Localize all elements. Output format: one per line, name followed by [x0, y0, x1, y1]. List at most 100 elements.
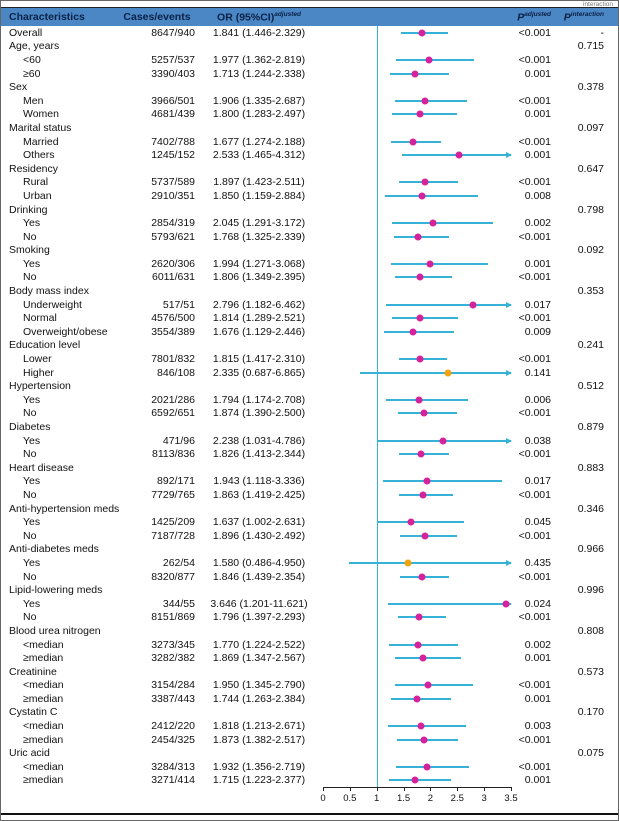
or-marker — [414, 233, 422, 241]
row-or-text: 2.045 (1.291-3.172) — [212, 217, 306, 230]
data-row: Yes 2854/319 2.045 (1.291-3.172) 0.002 — [1, 216, 618, 230]
row-label: Hypertension — [9, 380, 71, 393]
or-marker — [423, 763, 431, 771]
ci-line — [395, 657, 461, 660]
row-cases-events: 3282/382 — [151, 652, 195, 665]
row-p-adjusted: 0.001 — [524, 652, 551, 665]
data-row: Urban 2910/351 1.850 (1.159-2.884) 0.008 — [1, 189, 618, 203]
row-cases-events: 8113/836 — [151, 448, 195, 461]
row-label: No — [23, 529, 37, 542]
data-row: Married 7402/788 1.677 (1.274-2.188) <0.001 — [1, 135, 618, 149]
row-p-interaction: 0.353 — [577, 285, 604, 298]
col-p-adjusted: Padjusted — [511, 11, 553, 24]
ci-arrow-right — [506, 559, 512, 566]
data-row: Higher 846/108 2.335 (0.687-6.865) 0.141 — [1, 366, 618, 380]
row-label: No — [23, 570, 37, 583]
row-p-interaction: 0.798 — [577, 203, 604, 216]
row-p-interaction: 0.883 — [577, 461, 604, 474]
row-cases-events: 7187/728 — [151, 529, 195, 542]
row-label: Diabetes — [9, 421, 51, 434]
row-label: ≥60 — [23, 67, 41, 80]
row-or-text: 3.646 (1.201-11.621) — [210, 597, 308, 610]
x-axis-tick — [457, 787, 459, 792]
data-row: No 8113/836 1.826 (1.413-2.344) <0.001 — [1, 447, 618, 461]
row-or-text: 1.676 (1.129-2.446) — [212, 325, 306, 338]
data-row: Yes 2021/286 1.794 (1.174-2.708) 0.006 — [1, 393, 618, 407]
col-or-ci-superscript: adjusted — [274, 10, 301, 18]
row-cases-events: 8647/940 — [151, 26, 195, 39]
row-plot — [323, 488, 511, 502]
or-marker — [419, 491, 427, 499]
data-row: Overall 8647/940 1.841 (1.446-2.329) <0.001… — [1, 26, 618, 40]
row-plot — [323, 475, 511, 489]
row-or-text: 1.794 (1.174-2.708) — [212, 393, 306, 406]
data-row: Rural 5737/589 1.897 (1.423-2.511) <0.001 — [1, 176, 618, 190]
row-or-text: 1.896 (1.430-2.492) — [212, 529, 306, 542]
row-p-adjusted: 0.038 — [524, 434, 551, 447]
row-plot — [323, 176, 511, 190]
or-marker — [414, 641, 422, 649]
row-or-text: 2.238 (1.031-4.786) — [212, 434, 306, 447]
row-label: Yes — [23, 516, 41, 529]
x-axis-tick — [430, 787, 432, 792]
ci-arrow-right — [506, 152, 512, 159]
row-p-adjusted: <0.001 — [518, 611, 551, 624]
data-row: <median 2412/220 1.818 (1.213-2.671) 0.003 — [1, 719, 618, 733]
x-axis-tick-label: 1 — [374, 793, 380, 805]
row-p-adjusted: 0.002 — [524, 217, 551, 230]
or-marker — [455, 151, 463, 159]
ci-arrow-right — [506, 437, 512, 444]
row-label: <median — [23, 638, 64, 651]
row-cases-events: 6592/651 — [151, 407, 195, 420]
data-row: No 5793/621 1.768 (1.325-2.339) <0.001 — [1, 230, 618, 244]
x-axis-tick — [376, 787, 378, 792]
x-axis-tick-label: 1.5 — [396, 793, 411, 805]
ci-line — [396, 58, 475, 61]
row-cases-events: 1245/152 — [151, 149, 195, 162]
or-marker — [439, 437, 447, 445]
row-label: Body mass index — [9, 285, 89, 298]
forest-rows: Overall 8647/940 1.841 (1.446-2.329) <0.001… — [1, 26, 618, 787]
row-label: Age, years — [9, 40, 60, 53]
ci-line — [388, 725, 467, 728]
row-label: No — [23, 271, 37, 284]
ci-line — [399, 181, 458, 184]
row-plot — [323, 529, 511, 543]
or-marker — [415, 396, 423, 404]
group-row: Age, years 0.715 — [1, 40, 618, 54]
row-or-text: 1.715 (1.223-2.377) — [212, 774, 306, 787]
row-or-text: 1.950 (1.345-2.790) — [212, 679, 306, 692]
or-marker — [416, 314, 424, 322]
group-row: Anti-hypertension meds 0.346 — [1, 502, 618, 516]
data-row: Yes 2620/306 1.994 (1.271-3.068) 0.001 — [1, 257, 618, 271]
or-marker — [429, 219, 437, 227]
row-p-adjusted: <0.001 — [518, 135, 551, 148]
row-cases-events: 262/54 — [162, 556, 195, 569]
row-p-adjusted: <0.001 — [518, 353, 551, 366]
or-marker — [409, 138, 417, 146]
row-label: Men — [23, 94, 44, 107]
row-plot — [323, 189, 511, 203]
row-plot — [323, 121, 511, 135]
row-or-text: 1.906 (1.335-2.687) — [212, 94, 306, 107]
data-row: ≥median 3271/414 1.715 (1.223-2.377) 0.001 — [1, 774, 618, 788]
or-marker — [426, 260, 434, 268]
data-row: <median 3154/284 1.950 (1.345-2.790) <0.001 — [1, 679, 618, 693]
data-row: Yes 262/54 1.580 (0.486-4.950) 0.435 — [1, 556, 618, 570]
data-row: Normal 4576/500 1.814 (1.289-2.521) <0.001 — [1, 311, 618, 325]
row-plot — [323, 257, 511, 271]
row-plot — [323, 583, 511, 597]
ci-line — [392, 222, 494, 225]
cropped-caption-text: interaction — [583, 1, 613, 7]
p-adjusted-superscript: adjusted — [524, 10, 551, 18]
row-p-adjusted: 0.006 — [524, 393, 551, 406]
data-row: Yes 344/55 3.646 (1.201-11.621) 0.024 — [1, 597, 618, 611]
row-p-adjusted: <0.001 — [518, 407, 551, 420]
row-plot — [323, 366, 512, 380]
row-plot — [323, 108, 511, 122]
row-p-adjusted: <0.001 — [518, 760, 551, 773]
x-axis-tick-label: 0 — [320, 793, 326, 805]
row-p-adjusted: <0.001 — [518, 529, 551, 542]
row-or-text: 1.796 (1.397-2.293) — [212, 611, 306, 624]
row-p-adjusted: <0.001 — [518, 679, 551, 692]
